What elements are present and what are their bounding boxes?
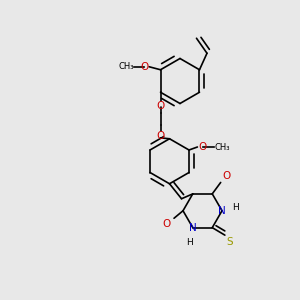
Text: O: O <box>198 142 206 152</box>
Text: O: O <box>156 131 165 141</box>
Text: S: S <box>226 237 233 247</box>
Text: H: H <box>186 238 193 247</box>
Text: O: O <box>222 171 230 181</box>
Text: CH₃: CH₃ <box>214 142 230 152</box>
Text: N: N <box>189 223 196 232</box>
Text: O: O <box>140 62 148 72</box>
Text: O: O <box>156 101 165 111</box>
Text: H: H <box>232 203 239 212</box>
Text: CH₃: CH₃ <box>118 62 134 71</box>
Text: O: O <box>163 219 171 229</box>
Text: N: N <box>218 206 226 216</box>
